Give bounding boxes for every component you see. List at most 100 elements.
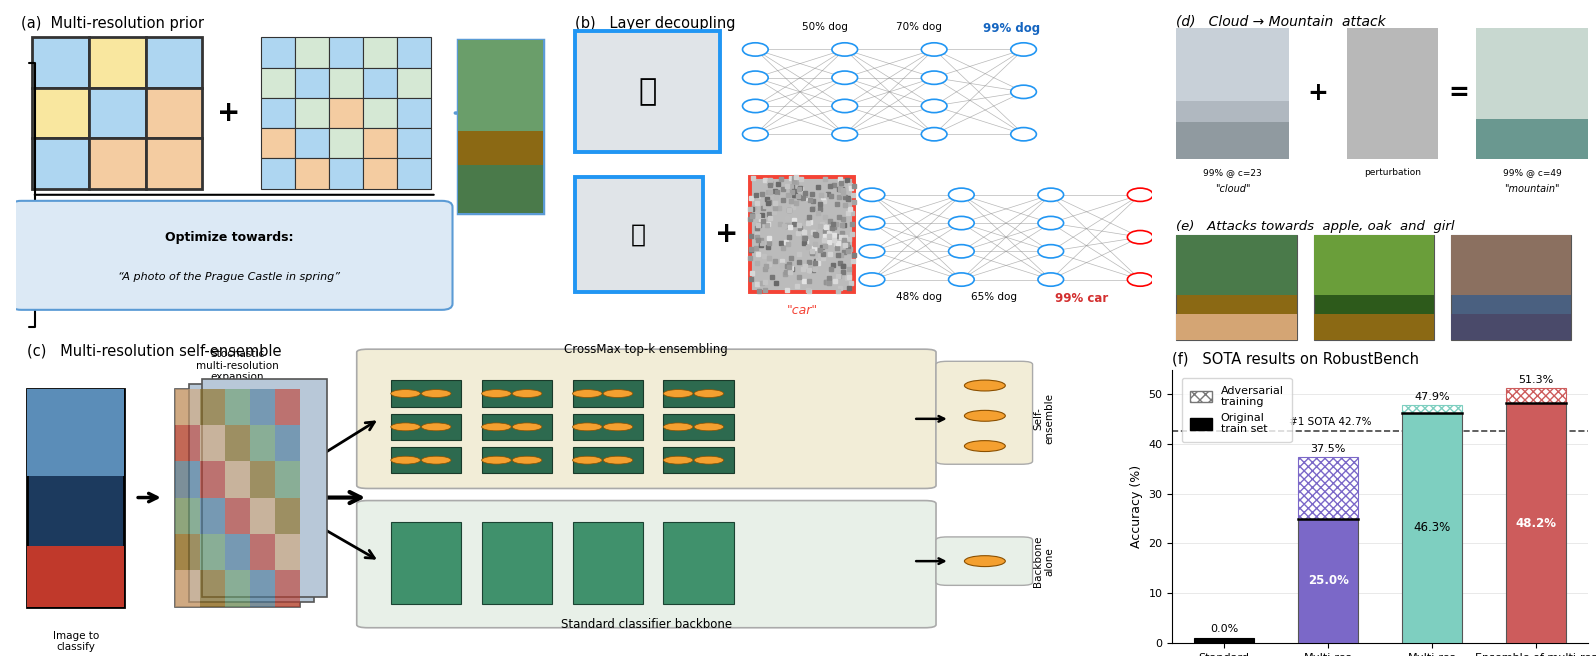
Bar [329, 128, 362, 159]
Circle shape [742, 43, 768, 56]
Circle shape [573, 423, 602, 431]
Bar [397, 159, 431, 189]
Bar [1451, 314, 1572, 340]
Bar [295, 37, 329, 68]
Text: 99% car: 99% car [1055, 292, 1109, 304]
Legend: Adversarial
training, Original
train set: Adversarial training, Original train set [1183, 378, 1291, 442]
Bar [260, 159, 295, 189]
Circle shape [1037, 273, 1063, 286]
Bar [1314, 314, 1435, 340]
Bar [329, 37, 362, 68]
Bar [397, 37, 431, 68]
Text: "mountain": "mountain" [1503, 184, 1559, 194]
Circle shape [391, 456, 420, 464]
Circle shape [859, 188, 884, 201]
Bar [200, 497, 225, 534]
Bar [362, 98, 397, 128]
Bar [1314, 236, 1435, 295]
Bar [251, 388, 275, 425]
Bar [225, 497, 251, 534]
Circle shape [742, 127, 768, 141]
Bar [1176, 28, 1288, 100]
Bar [260, 37, 295, 68]
Bar [664, 522, 734, 604]
FancyBboxPatch shape [1314, 236, 1435, 340]
Bar [295, 98, 329, 128]
Text: CrossMax top-k ensembling: CrossMax top-k ensembling [565, 343, 728, 356]
Text: Self-
ensemble: Self- ensemble [1033, 394, 1055, 444]
Bar [391, 522, 461, 604]
Bar [664, 414, 734, 440]
Text: 51.3%: 51.3% [1518, 375, 1553, 386]
Bar [362, 37, 397, 68]
Bar [145, 138, 203, 189]
Bar [251, 570, 275, 607]
Circle shape [573, 390, 602, 398]
FancyBboxPatch shape [358, 501, 935, 628]
Y-axis label: Accuracy (%): Accuracy (%) [1130, 464, 1143, 548]
Circle shape [694, 390, 723, 398]
Circle shape [603, 456, 632, 464]
Circle shape [921, 71, 946, 85]
Bar [145, 37, 203, 88]
Text: perturbation: perturbation [1365, 168, 1420, 177]
Bar [397, 68, 431, 98]
Circle shape [1037, 245, 1063, 258]
Bar [329, 98, 362, 128]
Text: 99% @ c=49: 99% @ c=49 [1502, 168, 1561, 177]
Text: 0.0%: 0.0% [1210, 624, 1238, 634]
Circle shape [859, 273, 884, 286]
Bar [1176, 236, 1298, 295]
Text: 🐩: 🐩 [632, 222, 646, 246]
Bar [1176, 314, 1298, 340]
FancyBboxPatch shape [358, 349, 935, 489]
Circle shape [948, 245, 974, 258]
Text: 99% dog: 99% dog [983, 22, 1041, 35]
Bar [1194, 638, 1254, 643]
Text: 99% @ c=23: 99% @ c=23 [1203, 168, 1262, 177]
Circle shape [694, 423, 723, 431]
Bar [275, 388, 300, 425]
Bar [482, 522, 552, 604]
Text: 70% dog: 70% dog [895, 22, 942, 32]
Bar [32, 88, 89, 138]
Bar [664, 447, 734, 474]
Text: Optimize towards:: Optimize towards: [164, 231, 294, 243]
Bar [1401, 405, 1462, 413]
Circle shape [832, 127, 857, 141]
FancyBboxPatch shape [935, 361, 1033, 464]
Text: (b)   Layer decoupling: (b) Layer decoupling [575, 16, 736, 31]
Bar [295, 68, 329, 98]
Bar [89, 37, 145, 88]
Text: (e)   Attacks towards  apple, oak  and  girl: (e) Attacks towards apple, oak and girl [1176, 220, 1456, 233]
Bar [32, 138, 89, 189]
Bar [482, 380, 552, 407]
Bar [1176, 123, 1288, 159]
Bar [458, 131, 543, 165]
Circle shape [832, 43, 857, 56]
FancyBboxPatch shape [203, 379, 327, 598]
Bar [225, 461, 251, 497]
Bar [176, 388, 200, 425]
Circle shape [948, 216, 974, 230]
FancyBboxPatch shape [1476, 28, 1588, 159]
Text: Stochastic
multi-resolution
expansion: Stochastic multi-resolution expansion [196, 349, 279, 382]
Text: 47.9%: 47.9% [1414, 392, 1449, 402]
Circle shape [421, 390, 452, 398]
Bar [391, 380, 461, 407]
Text: 48.2%: 48.2% [1516, 517, 1556, 529]
Bar [176, 461, 200, 497]
Bar [176, 570, 200, 607]
Bar [1401, 413, 1462, 643]
Text: 65% dog: 65% dog [972, 292, 1017, 302]
Bar [27, 388, 124, 476]
Text: "cloud": "cloud" [1215, 184, 1250, 194]
Bar [251, 534, 275, 570]
Bar [260, 128, 295, 159]
Bar [275, 461, 300, 497]
Circle shape [742, 71, 768, 85]
FancyBboxPatch shape [1176, 28, 1288, 159]
Circle shape [964, 411, 1005, 421]
Bar [295, 128, 329, 159]
Bar [145, 88, 203, 138]
